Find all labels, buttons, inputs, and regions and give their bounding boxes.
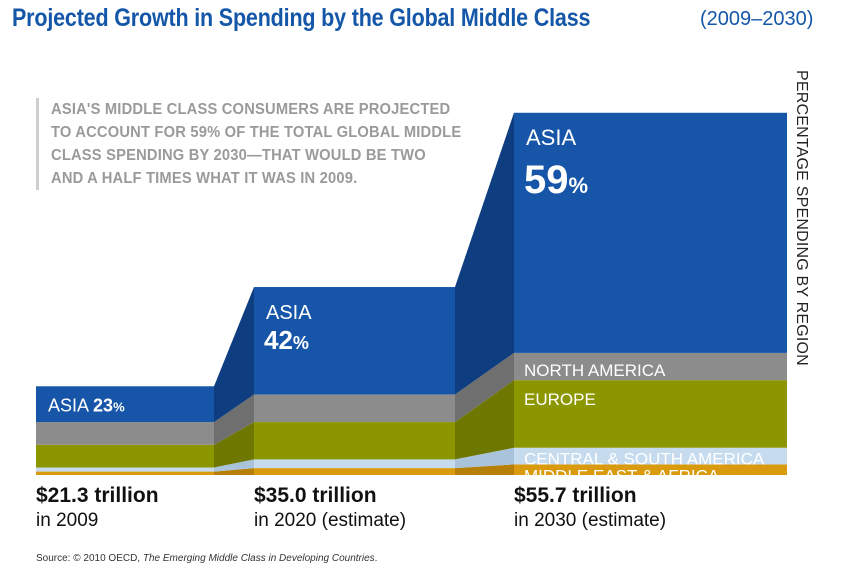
region-label-central-south-america: CENTRAL & SOUTH AMERICA bbox=[524, 450, 765, 469]
segment-europe bbox=[36, 444, 214, 468]
source-note: Source: © 2010 OECD, The Emerging Middle… bbox=[36, 553, 377, 564]
segment-middle-east-africa bbox=[36, 471, 214, 475]
annotation-callout: ASIA'S MIDDLE CLASS CONSUMERS ARE PROJEC… bbox=[36, 98, 481, 190]
category-amount: $55.7 trillion bbox=[514, 484, 637, 507]
region-label-middle-east-africa: MIDDLE EAST & AFRICA bbox=[524, 466, 720, 485]
category-amount: $35.0 trillion bbox=[254, 484, 377, 507]
transition-asia bbox=[455, 112, 514, 395]
transition-asia bbox=[214, 287, 254, 423]
transition-central-south-america bbox=[214, 459, 254, 472]
asia-label-2009: ASIA 23% bbox=[48, 395, 125, 415]
segment-asia bbox=[36, 386, 214, 423]
category-label: in 2020 (estimate) bbox=[254, 510, 407, 531]
category-2009: $21.3 trillion in 2009 bbox=[36, 484, 159, 532]
segment-europe bbox=[254, 422, 455, 460]
annotation-line: TO ACCOUNT FOR 59% OF THE TOTAL GLOBAL M… bbox=[51, 124, 462, 141]
transition-north-america bbox=[214, 394, 254, 445]
segment-north-america bbox=[514, 352, 787, 381]
category-label: in 2009 bbox=[36, 510, 99, 531]
y-axis-label: PERCENTAGE SPENDING BY REGION bbox=[792, 70, 816, 366]
segment-central-south-america bbox=[36, 467, 214, 472]
transition-central-south-america bbox=[455, 447, 514, 469]
transition-middle-east-africa bbox=[455, 464, 514, 475]
y-axis-label-text: PERCENTAGE SPENDING BY REGION bbox=[793, 70, 810, 366]
category-2030: $55.7 trillion in 2030 (estimate) bbox=[514, 484, 666, 532]
annotation-line: AND A HALF TIMES WHAT IT WAS IN 2009. bbox=[51, 170, 358, 187]
segment-europe bbox=[514, 380, 787, 448]
source-title: The Emerging Middle Class in Developing … bbox=[142, 553, 375, 564]
segment-north-america bbox=[254, 394, 455, 423]
category-amount: $21.3 trillion bbox=[36, 484, 159, 507]
chart-title-text: Projected Growth in Spending by the Glob… bbox=[12, 4, 591, 32]
asia-label-2030: ASIA bbox=[526, 125, 576, 150]
transition-europe bbox=[214, 422, 254, 468]
transition-north-america bbox=[455, 352, 514, 423]
transition-middle-east-africa bbox=[214, 468, 254, 475]
segment-middle-east-africa bbox=[514, 464, 787, 475]
asia-percent-2030: 59% bbox=[524, 158, 588, 202]
source-prefix: Source: © 2010 OECD, bbox=[36, 553, 143, 564]
category-2020: $35.0 trillion in 2020 (estimate) bbox=[254, 484, 406, 532]
asia-percent-2020: 42% bbox=[264, 325, 309, 355]
source-suffix: . bbox=[374, 553, 378, 564]
annotation-line: CLASS SPENDING BY 2030—THAT WOULD BE TWO bbox=[51, 147, 426, 164]
transition-europe bbox=[455, 380, 514, 460]
region-label-north-america: NORTH AMERICA bbox=[524, 361, 666, 380]
category-label: in 2030 (estimate) bbox=[514, 510, 667, 531]
region-label-europe: EUROPE bbox=[524, 390, 596, 409]
chart-title: Projected Growth in Spending by the Glob… bbox=[12, 4, 813, 33]
asia-label-2020: ASIA bbox=[266, 302, 312, 324]
segment-middle-east-africa bbox=[254, 468, 455, 475]
annotation-line: ASIA'S MIDDLE CLASS CONSUMERS ARE PROJEC… bbox=[51, 101, 451, 118]
segment-central-south-america bbox=[254, 459, 455, 469]
segment-north-america bbox=[36, 422, 214, 445]
segment-asia bbox=[254, 287, 455, 395]
chart-title-years: (2009–2030) bbox=[700, 8, 814, 30]
segment-central-south-america bbox=[514, 447, 787, 465]
segment-asia bbox=[514, 112, 787, 353]
